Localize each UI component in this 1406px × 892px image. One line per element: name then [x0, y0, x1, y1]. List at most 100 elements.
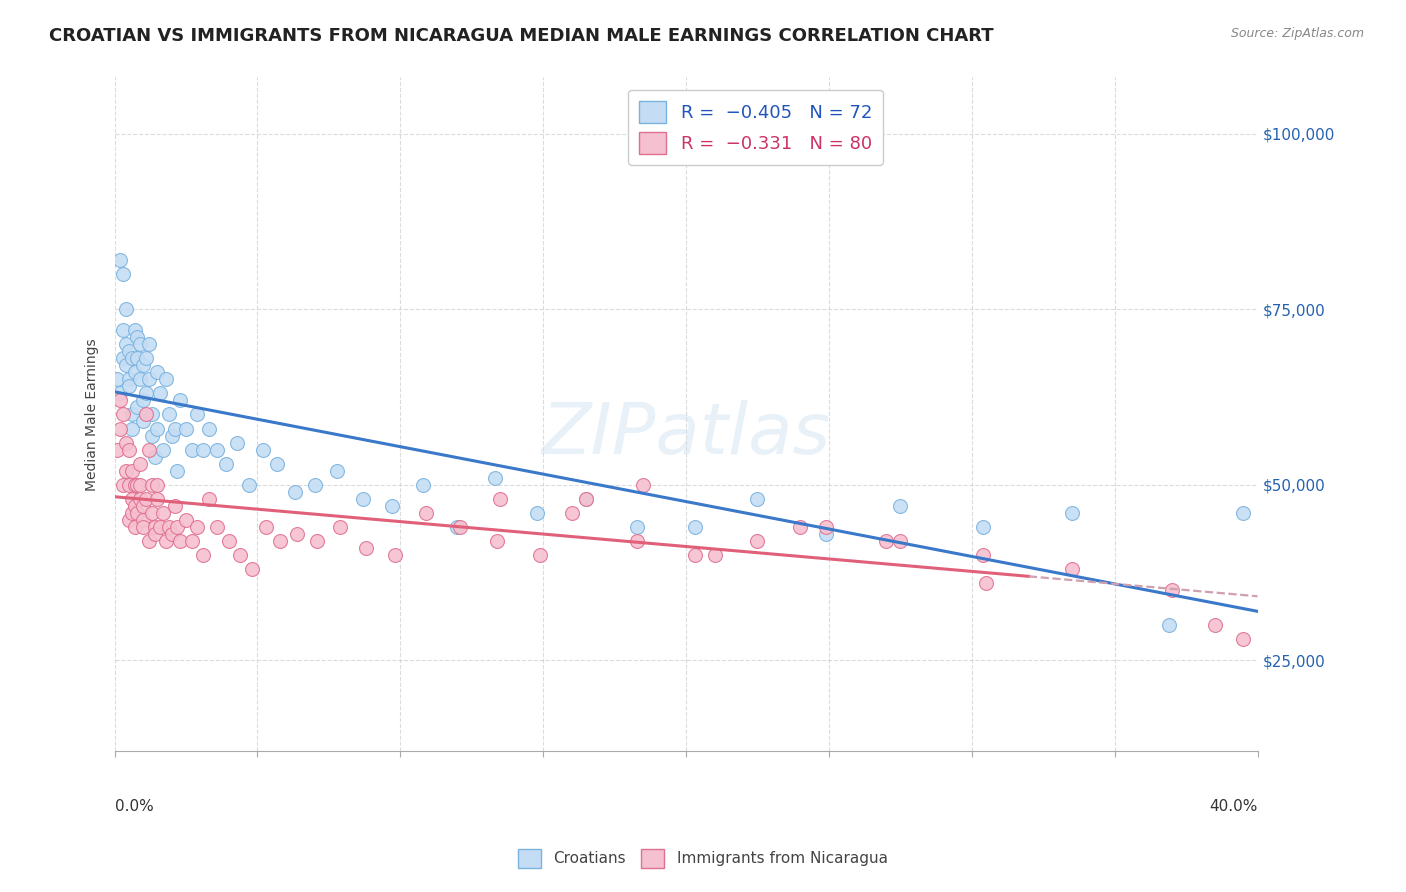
Point [149, 386, 172, 401]
Point [132, 359, 155, 373]
Point [141, 506, 163, 520]
Point [107, 442, 129, 457]
Text: Source: ZipAtlas.com: Source: ZipAtlas.com [1230, 27, 1364, 40]
Point [152, 442, 174, 457]
Point [146, 421, 169, 435]
Point [127, 351, 149, 366]
Point [1232, 632, 1254, 647]
Point [115, 464, 138, 478]
Point [143, 526, 166, 541]
Point [127, 401, 149, 415]
Point [118, 372, 141, 386]
Point [132, 499, 155, 513]
Point [1060, 506, 1083, 520]
Point [141, 408, 163, 422]
Point [218, 533, 240, 548]
Point [112, 267, 135, 281]
Point [129, 337, 152, 351]
Point [381, 499, 404, 513]
Point [118, 477, 141, 491]
Point [163, 421, 186, 435]
Point [129, 491, 152, 506]
Text: 40.0%: 40.0% [1209, 798, 1257, 814]
Point [135, 408, 157, 422]
Point [127, 506, 149, 520]
Point [1204, 618, 1226, 632]
Point [160, 428, 183, 442]
Point [269, 533, 291, 548]
Point [132, 520, 155, 534]
Point [449, 520, 471, 534]
Point [155, 533, 177, 548]
Point [127, 330, 149, 344]
Point [703, 548, 725, 562]
Point [174, 513, 197, 527]
Point [575, 491, 598, 506]
Point [354, 541, 377, 555]
Point [121, 464, 143, 478]
Point [815, 526, 838, 541]
Point [384, 548, 406, 562]
Point [198, 421, 221, 435]
Point [152, 506, 174, 520]
Point [135, 491, 157, 506]
Point [254, 520, 277, 534]
Point [132, 513, 155, 527]
Point [121, 491, 143, 506]
Point [307, 533, 329, 548]
Point [157, 520, 180, 534]
Point [110, 393, 132, 408]
Point [1160, 582, 1182, 597]
Point [157, 408, 180, 422]
Point [124, 499, 146, 513]
Point [329, 520, 352, 534]
Point [112, 323, 135, 337]
Point [266, 457, 288, 471]
Point [207, 442, 229, 457]
Point [112, 477, 135, 491]
Point [146, 477, 169, 491]
Point [284, 484, 307, 499]
Legend: Croatians, Immigrants from Nicaragua: Croatians, Immigrants from Nicaragua [512, 843, 894, 873]
Point [118, 442, 141, 457]
Point [118, 379, 141, 393]
Point [446, 520, 468, 534]
Point [135, 351, 157, 366]
Point [166, 520, 188, 534]
Point [287, 526, 309, 541]
Point [626, 520, 648, 534]
Point [304, 477, 326, 491]
Point [169, 533, 191, 548]
Point [747, 491, 769, 506]
Point [252, 442, 274, 457]
Point [118, 344, 141, 359]
Point [240, 562, 263, 576]
Point [683, 548, 706, 562]
Point [631, 477, 654, 491]
Point [143, 520, 166, 534]
Point [529, 548, 551, 562]
Point [115, 359, 138, 373]
Point [1157, 618, 1180, 632]
Point [138, 442, 160, 457]
Point [1232, 506, 1254, 520]
Point [118, 513, 141, 527]
Point [121, 421, 143, 435]
Point [132, 393, 155, 408]
Point [229, 548, 252, 562]
Point [198, 491, 221, 506]
Point [124, 323, 146, 337]
Point [115, 435, 138, 450]
Point [110, 421, 132, 435]
Point [412, 477, 434, 491]
Point [561, 506, 583, 520]
Point [129, 372, 152, 386]
Point [207, 520, 229, 534]
Point [186, 520, 208, 534]
Point [138, 533, 160, 548]
Point [146, 491, 169, 506]
Point [121, 506, 143, 520]
Point [138, 372, 160, 386]
Point [115, 302, 138, 317]
Point [789, 520, 811, 534]
